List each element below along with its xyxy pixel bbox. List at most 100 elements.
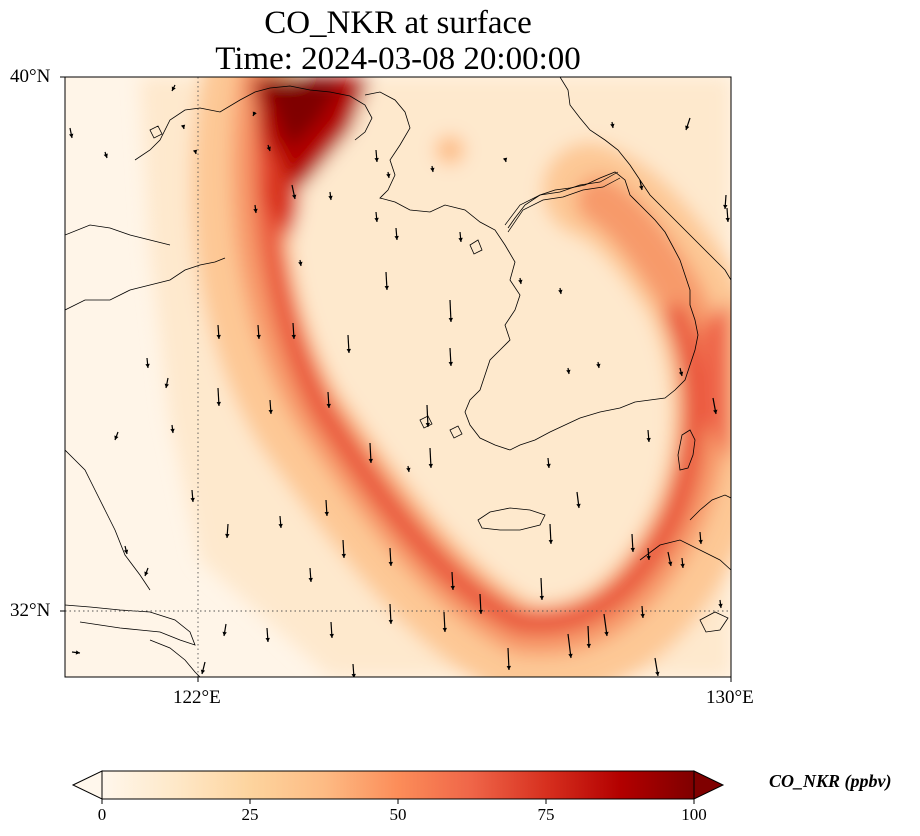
wind-vector-head [328,195,333,200]
colorbar-extend-low [71,770,103,800]
wind-vector-head [265,637,270,642]
wind-vector-head [558,289,563,294]
wind-vector-head [678,371,684,376]
colorbar-extend-high [693,770,725,800]
wind-vector-head [478,609,483,614]
wind-vector-head [326,403,331,408]
coastline-yangtze [65,604,196,646]
wind-vector-head [164,383,169,388]
wind-vector-head [225,533,230,538]
map-title-line2: Time: 2024-03-08 20:00:00 [215,41,581,77]
wind-vector-head [216,334,221,339]
wind-vector-head [548,539,553,544]
wind-vector-head [428,463,433,468]
wind-vector-head [458,237,463,242]
coastline-korea-northeast [559,77,731,281]
wind-vector-head [668,561,673,566]
wind-vector-head [69,133,74,138]
wind-vector-head [430,167,435,172]
wind-vector-head [713,409,718,414]
wind-vector-head [170,428,175,433]
coastline-korea-west [364,91,699,451]
wind-vector-head [586,643,592,648]
wind-vector-head [346,348,351,353]
wind-vector-head [252,111,257,116]
wind-vector-head [655,671,660,676]
wind-vector-head [308,577,313,582]
wind-vector-head [630,547,635,552]
wind-vector-head [123,549,129,554]
colorbar-tick-50: 50 [389,805,407,824]
colorbar-tick-100: 100 [681,805,707,824]
wind-vector-head [442,627,447,632]
wind-vector-head [388,561,393,566]
wind-vector-head [200,669,206,674]
wind-vector-head [448,317,454,322]
coastline-liaodong [134,85,373,161]
lon-label-130e: 130°E [706,687,754,708]
wind-vector-head [329,633,334,638]
wind-vector-head [292,194,297,199]
wind-vector-head [222,631,227,636]
wind-vector-head [144,571,149,576]
border-korea-china [504,171,619,226]
wind-vector-head [192,149,198,154]
wind-vector-head [425,422,431,427]
wind-vector-head [502,157,508,162]
concentration-field [65,77,731,677]
wind-vector-head [216,401,221,406]
colorbar [71,770,725,804]
map-title-line1: CO_NKR at surface [264,5,532,41]
wind-vector-head [723,204,728,209]
wind-vector-head [374,157,379,162]
wind-vector-shaft [567,633,572,659]
wind-vector-head [725,217,730,222]
wind-vector-head [266,146,271,151]
wind-vector-head [546,463,551,468]
colorbar-tick-0: 0 [97,805,107,824]
wind-vector-head [639,185,644,190]
wind-vector-head [566,369,571,374]
wind-vector-head [145,363,150,368]
wind-vector-head [291,334,296,339]
wind-vector-head [180,124,186,129]
wind-vector-head [298,261,303,266]
wind-vector-head [506,665,512,670]
wind-vector-head [268,409,273,414]
gridlines [65,77,731,677]
tsushima-island [677,429,696,471]
wind-vector-head [576,503,581,508]
wind-vector-head [114,435,119,440]
wind-vector-head [190,497,195,502]
wind-vector-head [646,437,651,442]
jeju-island [477,507,546,531]
lat-label-32n: 32°N [10,600,51,621]
wind-vector-head [685,125,690,130]
colorbar-tick-25: 25 [241,805,259,824]
colorbar-label: CO_NKR (ppbv) [769,771,892,791]
wind-vector-head [324,511,329,516]
wind-vector-head [341,553,346,558]
axis-ticks [60,76,732,682]
wind-vector-head [698,539,703,544]
wind-vector-head [253,208,258,213]
wind-vector-head [718,603,723,608]
wind-vector-head [610,123,615,128]
wind-vector-head [386,173,391,178]
wind-vector-head [103,153,108,158]
wind-vector-head [368,458,373,463]
wind-vector-head [171,86,176,91]
lat-label-40n: 40°N [10,66,51,87]
wind-vector-head [518,279,523,284]
colorbar-gradient [102,771,694,799]
wind-vector-head [596,363,601,368]
coastline-bohai [65,224,171,246]
wind-vector-head [646,555,651,560]
wind-vector-head [75,650,80,655]
wind-vector-head [640,613,645,618]
wind-vector-head [539,595,545,600]
wind-vector-head [448,361,453,366]
coastline-kyushu [689,494,731,521]
lon-label-122e: 122°E [173,687,221,708]
wind-vector-head [384,285,389,290]
